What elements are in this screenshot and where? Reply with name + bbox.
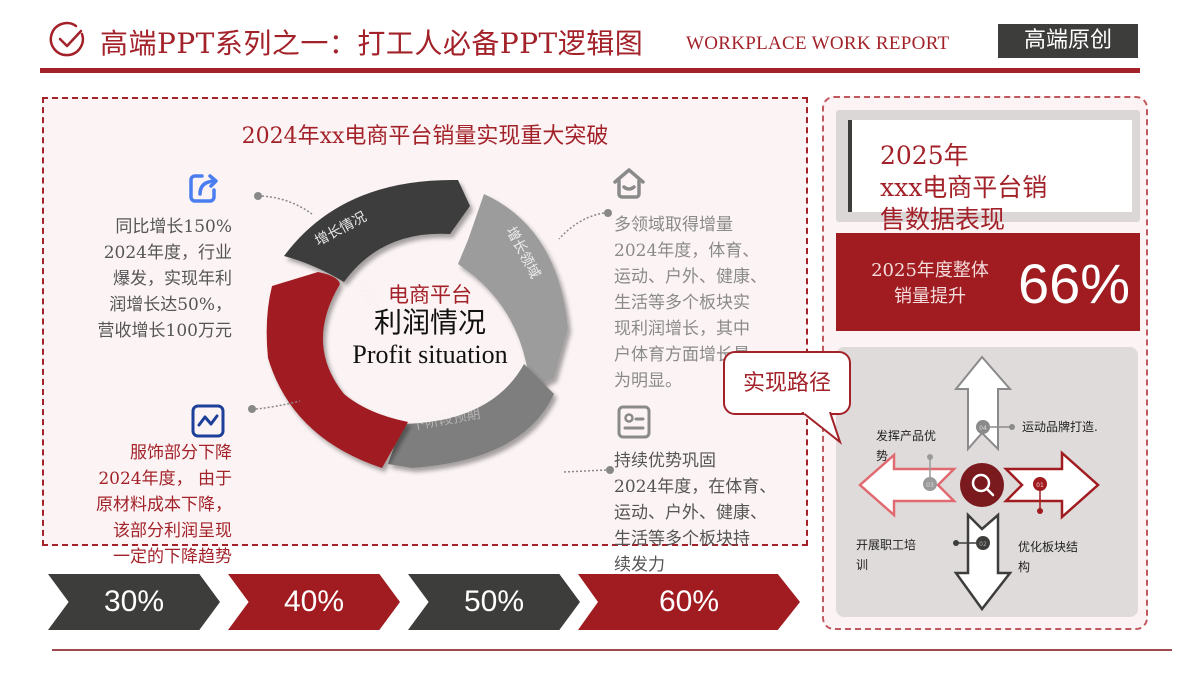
block-line: 运动、户外、健康、	[614, 503, 767, 523]
ring-segment-growth	[284, 179, 470, 282]
card-title-line: 2025年	[880, 141, 969, 170]
block-line: 该部分利润呈现	[113, 521, 232, 541]
svg-text:04: 04	[979, 425, 987, 432]
card-title-line: 售数据表现	[880, 205, 1006, 234]
decline-text-block: 服饰部分下降 2024年度， 由于 原材料成本下降， 该部分利润呈现 一定的下降…	[62, 440, 232, 570]
block-line: 续发力	[614, 555, 665, 575]
block-heading: 持续优势巩固	[614, 451, 716, 471]
bubble-tail	[801, 412, 843, 445]
block-heading: 多领域取得增量	[614, 215, 733, 235]
block-line: 生活等多个板块持	[614, 529, 750, 549]
svg-text:01: 01	[1036, 482, 1044, 489]
growth-text-block: 同比增长150% 2024年度，行业 爆发，实现年利 润增长达50%， 营收增长…	[62, 214, 232, 344]
progress-step-2: 40%	[228, 574, 400, 630]
left-panel	[42, 97, 808, 546]
sales-stat-value: 66%	[1018, 252, 1131, 315]
block-line: 户体育方面增长最	[614, 345, 750, 365]
block-line: 运动、户外、健康、	[614, 267, 767, 287]
block-line: 原材料成本下降，	[96, 495, 232, 515]
trend-chart-icon	[191, 404, 225, 442]
connector-bottom-right	[563, 466, 614, 474]
page-title: 高端PPT系列之一：打工人必备PPT逻辑图	[100, 27, 644, 60]
path-item-04: 运动品牌打造.	[1022, 420, 1098, 434]
sales-stat-banner	[836, 233, 1140, 331]
ring-segment-fields	[458, 194, 568, 390]
block-heading: 同比增长150%	[115, 217, 232, 237]
fields-text-block: 多领域取得增量 2024年度，体育、 运动、户外、健康、 生活等多个板块实 现利…	[614, 212, 794, 394]
svg-text:03: 03	[926, 482, 934, 489]
block-heading: 服饰部分下降	[130, 443, 232, 463]
block-line: 现利润增长，其中	[614, 319, 750, 339]
path-arrows-graphic: 04 03 01 02	[858, 355, 1100, 612]
block-line: 2024年度， 由于	[98, 469, 232, 489]
block-line: 润增长达50%，	[109, 295, 232, 315]
id-card-icon	[616, 404, 652, 444]
profit-ring-diagram: 增长情况 增长领域 下阶段预期 利润下降	[262, 168, 582, 478]
path-item-02: 开展职工培 训	[856, 535, 916, 575]
sales-card	[848, 120, 1132, 212]
home-icon	[611, 166, 647, 206]
header-divider	[40, 68, 1140, 73]
block-line: 2024年度，在体育、	[614, 477, 777, 497]
connector-top-right	[558, 209, 612, 240]
path-item-01: 优化板块结 构	[1018, 537, 1078, 577]
path-item-line: 势	[876, 449, 889, 463]
block-line: 生活等多个板块实	[614, 293, 750, 313]
arrow-up-icon	[953, 355, 1013, 452]
block-line: 2024年度，行业	[103, 243, 232, 263]
progress-step-4: 60%	[578, 574, 800, 630]
sales-stat-label: 2025年度整体 销量提升	[850, 258, 1010, 310]
ring-center-platform: 电商平台	[388, 283, 472, 307]
original-badge: 高端原创	[998, 24, 1138, 58]
path-item-line: 发挥产品优	[876, 429, 937, 443]
connector-top-left	[254, 192, 313, 215]
path-item-line: 训	[856, 558, 869, 572]
advantage-text-block: 持续优势巩固 2024年度，在体育、 运动、户外、健康、 生活等多个板块持 续发…	[614, 448, 794, 578]
progress-step-label: 50%	[463, 585, 525, 618]
block-line: 为明显。	[614, 371, 682, 391]
progress-step-3: 50%	[408, 574, 580, 630]
block-line: 爆发，实现年利	[113, 269, 232, 289]
arrow-down-icon	[953, 511, 1013, 612]
block-line: 一定的下降趋势	[113, 547, 232, 567]
path-item-line: 开展职工培	[856, 538, 917, 552]
ring-center-english: Profit situation	[352, 340, 508, 369]
path-item-03: 发挥产品优 势	[876, 426, 936, 466]
path-callout-bubble: 实现路径	[723, 351, 851, 415]
block-line: 2024年度，体育、	[614, 241, 760, 261]
arrow-right-icon	[1002, 450, 1100, 520]
stat-label-line: 2025年度整体	[871, 260, 989, 281]
progress-step-1: 30%	[48, 574, 220, 630]
path-item-line: 构	[1018, 560, 1031, 574]
check-circle-icon	[48, 20, 88, 60]
page-subtitle: WORKPLACE WORK REPORT	[686, 33, 950, 54]
progress-step-label: 30%	[103, 585, 165, 618]
left-panel-title: 2024年xx电商平台销量实现重大突破	[241, 124, 609, 149]
progress-step-label: 40%	[283, 585, 345, 618]
card-title-line: xxx电商平台销	[880, 173, 1048, 202]
share-icon	[186, 170, 222, 210]
path-item-line: 优化板块结	[1018, 540, 1079, 554]
ring-segment-decline	[266, 272, 408, 468]
sales-card-title: 2025年 xxx电商平台销 售数据表现	[880, 140, 1120, 236]
block-line: 营收增长100万元	[97, 321, 232, 341]
stat-label-line: 销量提升	[894, 286, 966, 307]
svg-text:02: 02	[979, 541, 987, 548]
footer-divider	[52, 649, 1172, 651]
ring-center-label: 电商平台 利润情况 Profit situation	[330, 283, 530, 371]
connector-bottom-left	[248, 400, 301, 413]
ring-segment-outlook	[388, 364, 554, 468]
ring-center-title: 利润情况	[373, 306, 486, 339]
progress-step-label: 60%	[658, 585, 720, 618]
